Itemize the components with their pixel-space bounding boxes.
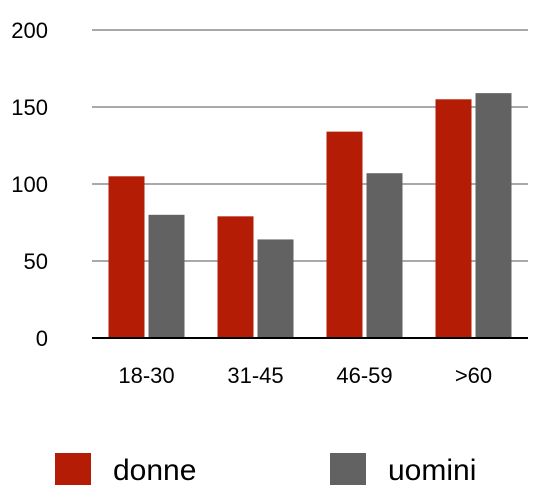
bar-donne-46-59 [326, 131, 363, 338]
bar-uomini-46-59 [366, 173, 403, 338]
legend: donne uomini [55, 453, 476, 485]
y-tick-label-200: 200 [11, 18, 48, 43]
legend-swatch-donne [55, 453, 91, 485]
bar-donne->60 [435, 99, 472, 338]
bar-uomini->60 [475, 93, 512, 338]
x-tick-label-46-59: 46-59 [336, 363, 392, 388]
bar-uomini-18-30 [148, 214, 185, 338]
y-tick-label-50: 50 [24, 249, 48, 274]
y-tick-label-150: 150 [11, 95, 48, 120]
bar-uomini-31-45 [257, 239, 294, 338]
legend-label-uomini: uomini [388, 454, 476, 485]
x-axis-ticks: 18-30 31-45 46-59 >60 [118, 363, 492, 388]
x-tick-label-31-45: 31-45 [227, 363, 283, 388]
y-axis-ticks: 0 50 100 150 200 [11, 18, 48, 351]
x-tick-label-18-30: 18-30 [118, 363, 174, 388]
bars [108, 93, 512, 338]
bar-donne-31-45 [217, 216, 254, 338]
y-tick-label-0: 0 [36, 326, 48, 351]
x-tick-label->60: >60 [455, 363, 492, 388]
legend-swatch-uomini [330, 453, 366, 485]
bar-donne-18-30 [108, 176, 145, 338]
y-tick-label-100: 100 [11, 172, 48, 197]
legend-label-donne: donne [113, 454, 196, 485]
